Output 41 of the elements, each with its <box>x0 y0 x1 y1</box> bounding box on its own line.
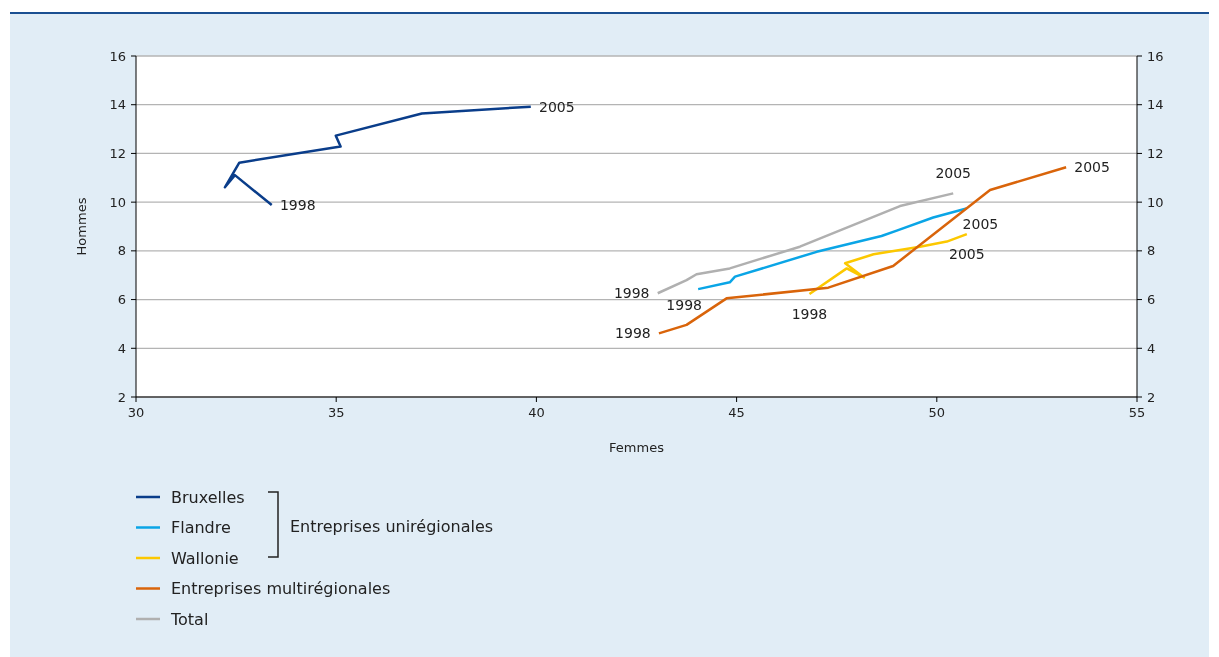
annotation: 2005 <box>935 165 972 182</box>
x-tick-label: 45 <box>728 405 745 420</box>
legend-label: Total <box>170 609 209 629</box>
text: Entreprises unirégionales <box>290 516 494 536</box>
legend-label: Entreprises multirégionales <box>171 579 391 599</box>
annotation: 1998 <box>615 325 651 342</box>
y2-tick-label: 8 <box>1147 243 1156 259</box>
annotation: 2005 <box>538 98 575 115</box>
annotation: 1998 <box>613 285 650 302</box>
y2-tick-label: 10 <box>1147 194 1164 210</box>
y2-tick-label: 6 <box>1147 292 1156 308</box>
y2-tick-label: 12 <box>1147 145 1164 161</box>
x-tick-label: 30 <box>127 405 145 420</box>
x-tick-label: 50 <box>928 405 946 420</box>
y-tick-label: 2 <box>117 389 126 405</box>
annotation: 2005 <box>962 216 999 233</box>
y-tick-label: 4 <box>117 340 126 356</box>
y-tick-label: 6 <box>117 292 126 308</box>
y-tick-label: 8 <box>117 243 126 259</box>
y-tick-label: 12 <box>109 145 126 161</box>
y2-tick-label: 16 <box>1147 48 1164 64</box>
line-series <box>657 166 1068 335</box>
y2-tick-label: 2 <box>1147 389 1156 405</box>
annotation: 1998 <box>666 297 702 313</box>
x-axis-title: Femmes <box>609 440 665 455</box>
annotation: 2005 <box>1074 159 1110 176</box>
y2-tick-label: 14 <box>1147 97 1164 113</box>
y2-tick-label: 4 <box>1147 340 1156 356</box>
y-axis-title: Hommes <box>74 197 89 256</box>
x-tick-label: 35 <box>327 405 345 420</box>
legend-label: Wallonie <box>171 548 239 568</box>
annotation: 2005 <box>949 245 985 262</box>
legend-label: Flandre <box>171 518 231 538</box>
y-tick-label: 16 <box>109 48 126 64</box>
x-tick-label: 55 <box>1128 405 1146 420</box>
annotation: 1998 <box>279 196 316 213</box>
y-tick-label: 14 <box>109 97 126 113</box>
x-tick-label: 40 <box>528 405 545 420</box>
y-tick-label: 10 <box>109 194 126 210</box>
annotation: 1998 <box>791 305 828 322</box>
legend-label: Bruxelles <box>171 487 245 507</box>
